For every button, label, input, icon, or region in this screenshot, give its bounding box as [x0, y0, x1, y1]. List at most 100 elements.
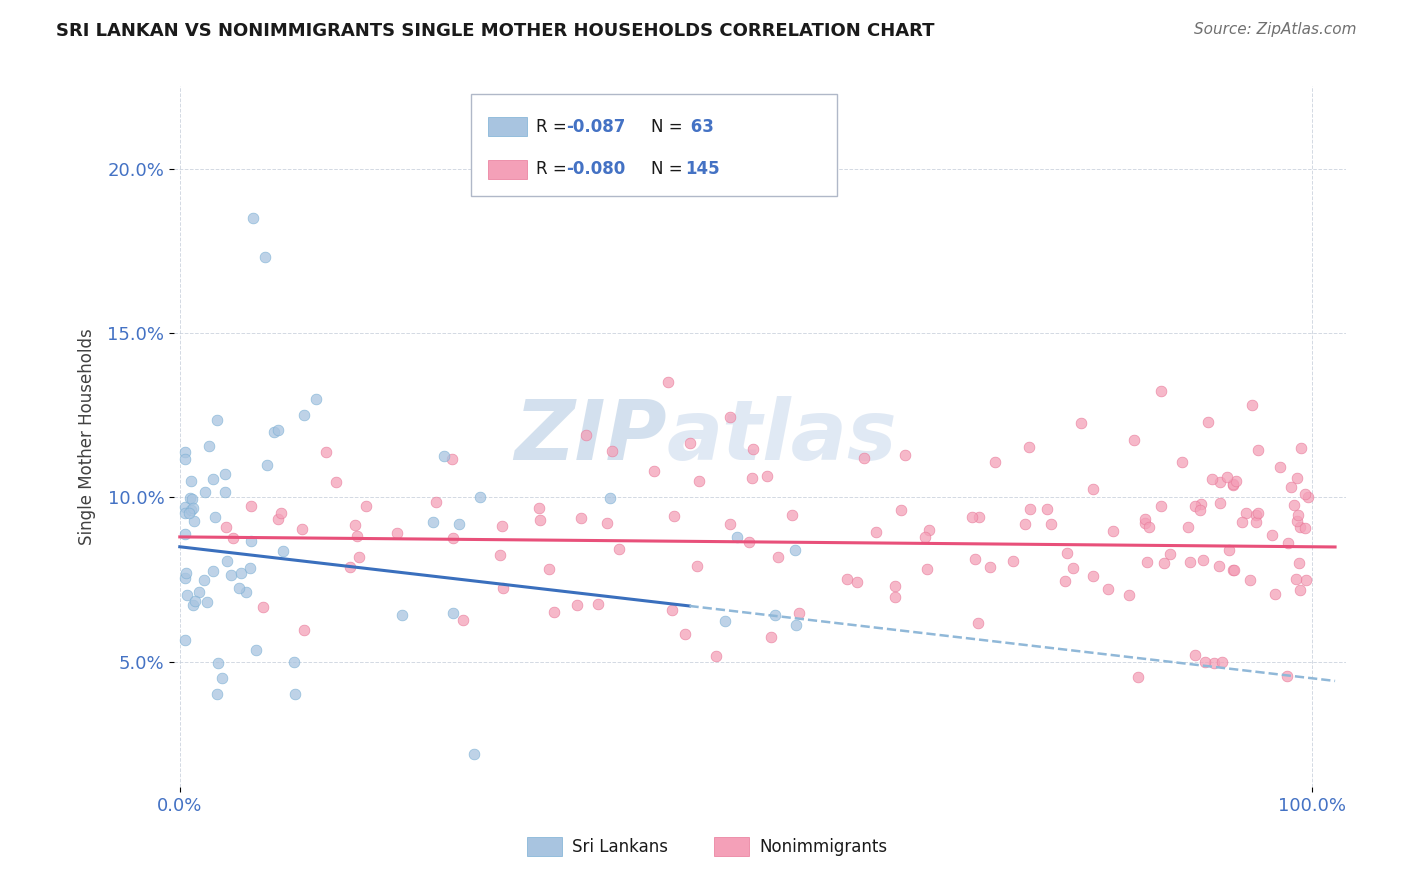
- Point: [1170, 455, 1192, 469]
- Point: [183, 514, 205, 528]
- Point: [174, 445, 197, 459]
- Point: [1118, 588, 1140, 602]
- Point: [527, 500, 550, 515]
- Point: [174, 633, 197, 648]
- Point: [1209, 496, 1232, 510]
- Point: [755, 469, 778, 483]
- Point: [174, 500, 197, 514]
- Point: [239, 561, 262, 575]
- Point: [222, 532, 245, 546]
- Point: [565, 599, 588, 613]
- Point: [391, 608, 413, 623]
- Point: [1153, 556, 1175, 570]
- Point: [1019, 502, 1042, 516]
- Text: Sri Lankans: Sri Lankans: [572, 838, 668, 855]
- Point: [1197, 415, 1219, 429]
- Point: [179, 491, 201, 505]
- Point: [1122, 433, 1144, 447]
- Point: [979, 560, 1001, 574]
- Point: [271, 543, 294, 558]
- Point: [782, 508, 804, 522]
- Point: [440, 452, 463, 467]
- Point: [657, 376, 679, 390]
- Point: [602, 443, 624, 458]
- Point: [1247, 506, 1270, 520]
- Point: [441, 531, 464, 545]
- Point: [662, 508, 685, 523]
- Point: [704, 648, 727, 663]
- Point: [1246, 508, 1268, 522]
- Point: [1014, 516, 1036, 531]
- Point: [433, 450, 456, 464]
- Point: [1194, 655, 1216, 669]
- Point: [270, 506, 292, 520]
- Point: [1239, 574, 1261, 588]
- Point: [267, 512, 290, 526]
- Point: [915, 562, 938, 576]
- Point: [599, 491, 621, 506]
- Point: [488, 548, 510, 562]
- Point: [1184, 648, 1206, 663]
- Point: [1039, 517, 1062, 532]
- Point: [1126, 669, 1149, 683]
- Point: [1070, 416, 1092, 430]
- Text: R =: R =: [536, 161, 572, 178]
- Point: [965, 551, 987, 566]
- Point: [1247, 442, 1270, 457]
- Point: [1291, 442, 1313, 456]
- Point: [451, 613, 474, 627]
- Point: [883, 578, 905, 592]
- Point: [242, 211, 264, 225]
- Point: [1036, 501, 1059, 516]
- Point: [425, 495, 447, 509]
- Point: [884, 591, 907, 605]
- Point: [207, 656, 229, 670]
- Point: [1275, 669, 1298, 683]
- Point: [1286, 471, 1309, 485]
- Point: [315, 445, 337, 459]
- Point: [253, 251, 276, 265]
- Point: [339, 559, 361, 574]
- Point: [180, 491, 202, 506]
- Point: [1192, 553, 1215, 567]
- Point: [240, 533, 263, 548]
- Point: [1201, 472, 1223, 486]
- Point: [183, 500, 205, 515]
- Point: [1178, 555, 1201, 569]
- Point: [1222, 477, 1244, 491]
- Point: [1241, 398, 1264, 412]
- Point: [305, 392, 328, 406]
- Point: [686, 558, 709, 573]
- Point: [441, 606, 464, 620]
- Point: [214, 484, 236, 499]
- Point: [1135, 512, 1157, 526]
- Point: [1295, 574, 1317, 588]
- Point: [1136, 555, 1159, 569]
- Point: [785, 543, 807, 558]
- Text: -0.080: -0.080: [567, 161, 626, 178]
- Point: [1216, 470, 1239, 484]
- Point: [204, 509, 226, 524]
- Point: [252, 599, 274, 614]
- Point: [447, 516, 470, 531]
- Point: [1081, 482, 1104, 496]
- Text: N =: N =: [651, 118, 688, 136]
- Text: ZIP: ZIP: [513, 396, 666, 477]
- Point: [201, 472, 224, 486]
- Text: atlas: atlas: [666, 396, 897, 477]
- Point: [661, 603, 683, 617]
- Point: [1150, 384, 1173, 399]
- Point: [967, 509, 990, 524]
- Point: [586, 597, 609, 611]
- Point: [1223, 562, 1246, 576]
- Point: [1056, 546, 1078, 560]
- Point: [763, 607, 786, 622]
- Point: [284, 687, 307, 701]
- Point: [890, 503, 912, 517]
- Point: [1296, 490, 1319, 504]
- Point: [741, 471, 763, 485]
- Point: [1184, 500, 1206, 514]
- Point: [1288, 556, 1310, 570]
- Point: [325, 475, 347, 489]
- Point: [1286, 508, 1309, 523]
